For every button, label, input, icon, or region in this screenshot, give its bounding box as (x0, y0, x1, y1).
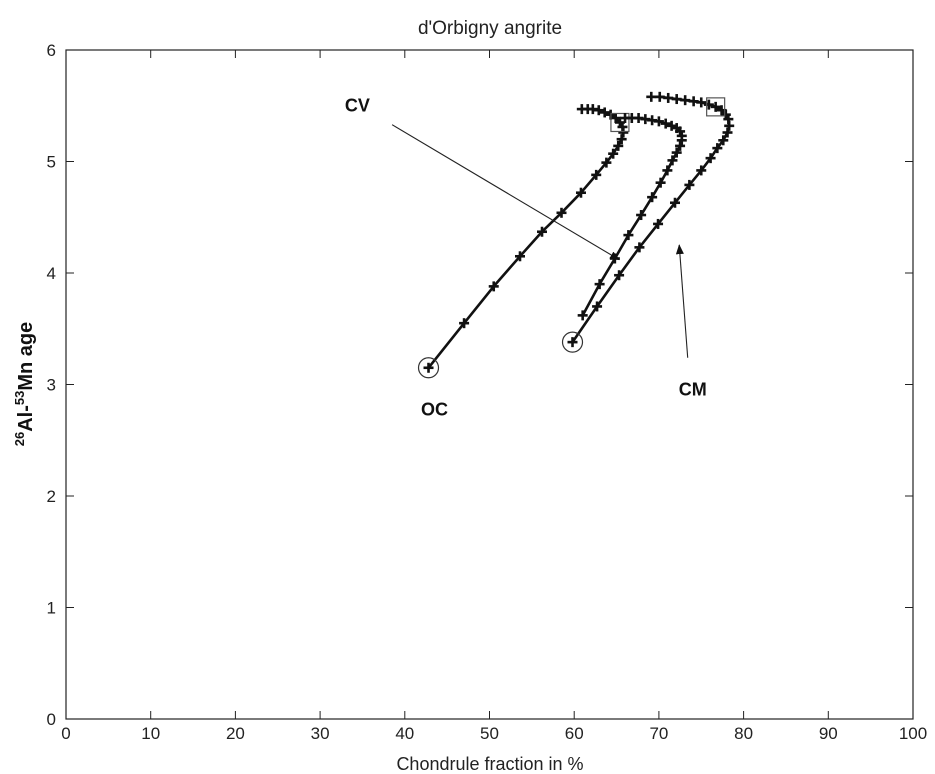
data-point-marker (423, 362, 434, 373)
data-point-marker (591, 169, 602, 180)
data-point-marker (680, 95, 691, 106)
data-point-marker (514, 251, 525, 262)
data-point-marker (703, 99, 714, 110)
data-point-marker (705, 153, 716, 164)
data-point-marker (660, 118, 671, 129)
plot-frame (65, 49, 914, 720)
data-point-marker (654, 91, 665, 102)
data-point-marker (601, 157, 612, 168)
data-point-marker (634, 242, 645, 253)
series-line-1 (427, 107, 625, 369)
y-tick-label: 1 (47, 599, 56, 618)
data-point-marker (666, 120, 677, 131)
start-circle-marker (561, 331, 584, 353)
y-tick-label: 6 (47, 41, 56, 60)
data-point-marker (663, 92, 674, 103)
data-point-marker (623, 230, 634, 241)
data-point-marker (667, 155, 678, 166)
data-point-marker (577, 310, 588, 321)
chart-title: d'Orbigny angrite (418, 18, 562, 39)
data-point-marker (671, 123, 682, 134)
y-axis-label-part: Al- (15, 405, 37, 432)
data-point-marker (537, 226, 548, 237)
annotation-arrow (675, 244, 689, 358)
data-point-marker (671, 94, 682, 105)
data-point-marker (616, 134, 627, 145)
x-tick-label: 50 (480, 724, 499, 743)
data-point-marker (620, 113, 631, 124)
data-point-marker (655, 177, 666, 188)
x-tick-label: 100 (899, 724, 927, 743)
box-marker (610, 112, 630, 133)
data-point-marker (646, 91, 657, 102)
y-tick-label: 5 (47, 153, 56, 172)
x-tick-label: 80 (734, 724, 753, 743)
y-tick-label: 2 (47, 487, 56, 506)
data-point-marker (594, 279, 605, 290)
series-layer (417, 91, 735, 379)
y-axis-label-sup: 53 (12, 391, 27, 405)
y-axis-label: 26Al-53Mn age (12, 322, 37, 447)
data-point-marker (567, 337, 578, 348)
annotation-label-cv: CV (345, 95, 370, 115)
x-tick-label: 30 (311, 724, 330, 743)
y-tick-label: 0 (47, 710, 56, 729)
data-point-marker (684, 179, 695, 190)
annotation-label-cm: CM (679, 380, 707, 400)
start-circle-marker (417, 357, 440, 379)
data-point-marker (613, 140, 624, 151)
data-point-marker (576, 104, 587, 115)
data-point-marker (647, 192, 658, 203)
y-axis-label-text: 26Al-53Mn age (12, 322, 37, 447)
box-marker (706, 97, 726, 117)
x-tick-label: 60 (565, 724, 584, 743)
data-point-marker (614, 270, 625, 281)
data-point-marker (688, 96, 699, 107)
x-tick-label: 40 (395, 724, 414, 743)
data-point-marker (608, 148, 619, 159)
data-point-marker (718, 135, 729, 146)
data-point-marker (636, 210, 647, 221)
y-axis-label-part: Mn age (15, 322, 37, 391)
x-axis-label: Chondrule fraction in % (396, 754, 583, 774)
axis-ticks: 0 10 20 30 40 50 60 70 80 90 100 0 1 2 3 4 5 6 (47, 41, 928, 743)
data-point-marker (712, 143, 723, 154)
data-point-marker (592, 301, 603, 312)
series-line-2 (581, 116, 684, 317)
data-point-marker (662, 165, 673, 176)
x-tick-label: 0 (61, 724, 70, 743)
data-point-marker (669, 197, 680, 208)
y-tick-label: 4 (47, 264, 56, 283)
data-point-marker (459, 318, 470, 329)
data-point-marker (696, 165, 707, 176)
annotations: CV CM OC (345, 95, 707, 419)
data-point-marker (556, 207, 567, 218)
data-point-marker (710, 101, 721, 112)
data-point-marker (653, 218, 664, 229)
data-point-marker (575, 187, 586, 198)
annotation-arrow (391, 124, 620, 261)
x-tick-label: 20 (226, 724, 245, 743)
data-point-marker (610, 113, 621, 124)
x-tick-label: 70 (649, 724, 668, 743)
data-point-marker (599, 107, 610, 118)
data-point-marker (488, 281, 499, 292)
data-point-marker (675, 140, 686, 151)
data-point-marker (671, 147, 682, 158)
annotation-label-oc: OC (421, 400, 448, 420)
data-point-marker (722, 127, 733, 138)
x-tick-label: 90 (819, 724, 838, 743)
x-tick-label: 10 (141, 724, 160, 743)
y-tick-label: 3 (47, 376, 56, 395)
y-axis-label-sup: 26 (12, 432, 27, 446)
